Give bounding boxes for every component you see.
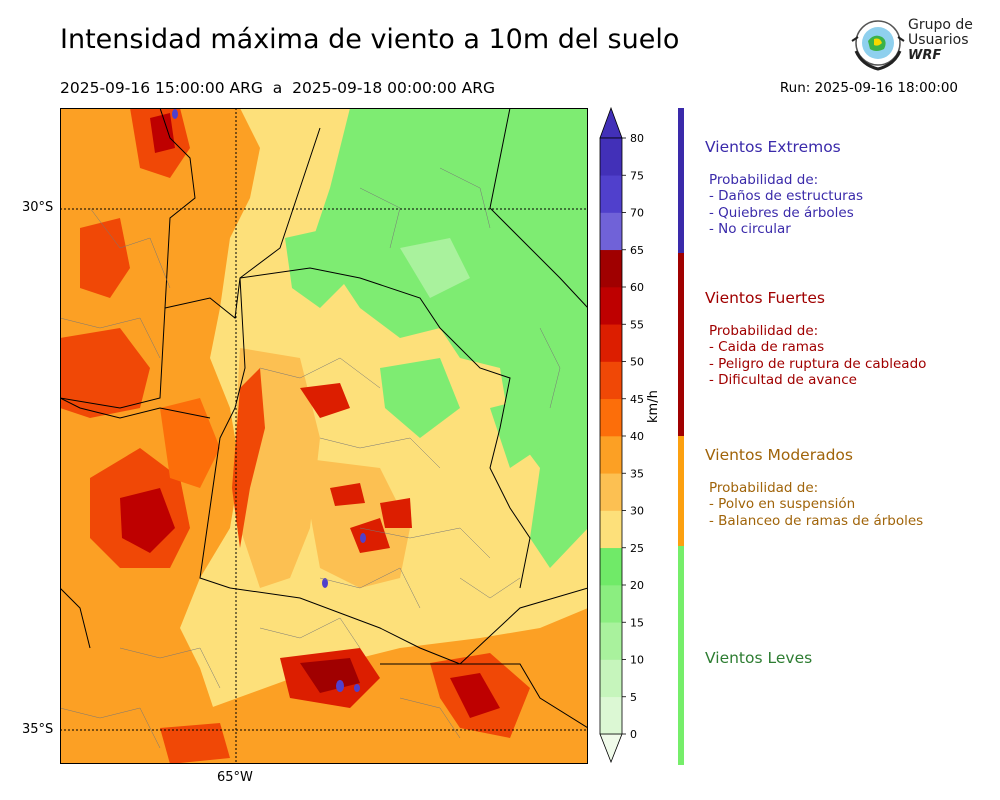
colorbar-segment — [600, 212, 622, 251]
strong-wind-cell-4 — [380, 498, 412, 528]
colorbar-segment — [600, 585, 622, 623]
colorbar: 0 5 10 15 20 25 30 35 40 45 50 55 60 65 70 75 80 — [599, 106, 644, 764]
colorbar-tick-label: 20 — [630, 579, 644, 592]
moderate-wind-band-east — [300, 458, 410, 588]
strong-wind-cell-2 — [330, 483, 365, 506]
extreme-wind-spot-5 — [354, 684, 360, 692]
category-line: - Peligro de ruptura de cableado — [709, 355, 927, 372]
extreme-wind-spot-1 — [172, 109, 178, 119]
colorbar-segment — [600, 287, 622, 325]
colorbar-segment — [600, 398, 622, 437]
colorbar-tick-label: 65 — [630, 244, 644, 257]
category-line: Probabilidad de: — [709, 323, 819, 339]
colorbar-segment — [600, 138, 622, 176]
category-desc-strong: Probabilidad de: - Caida de ramas - Peli… — [709, 323, 926, 388]
colorbar-tick-label: 60 — [630, 281, 644, 294]
category-line: - Daños de estructuras — [709, 188, 864, 205]
colorbar-segment — [600, 436, 622, 474]
colorbar-tick-label: 45 — [630, 393, 644, 406]
category-title-light: Vientos Leves — [705, 649, 813, 667]
category-line: - Quiebres de árboles — [709, 204, 854, 221]
colorbar-tick-label: 50 — [630, 356, 644, 369]
category-line: - Dificultad de avance — [709, 371, 857, 388]
colorbar-segment — [600, 547, 622, 586]
colorbar-tick-label: 25 — [630, 542, 644, 555]
category-line: Probabilidad de: — [709, 172, 819, 188]
colorbar-tick-label: 30 — [630, 505, 644, 518]
category-line: - Polvo en suspensión — [709, 496, 856, 513]
colorbar-segment — [600, 622, 622, 660]
logo-line-2: Usuarios — [908, 32, 969, 48]
colorbar-tick-label: 70 — [630, 207, 644, 220]
colorbar-tick-label: 55 — [630, 318, 644, 331]
department-borders — [60, 167, 561, 749]
map-title: Intensidad máxima de viento a 10m del su… — [60, 24, 680, 55]
legend-bar-strong — [678, 253, 684, 436]
lat-label-30s: 30°S — [22, 200, 54, 215]
colorbar-segment — [600, 510, 622, 549]
colorbar-tick-label: 10 — [630, 654, 644, 667]
strong-wind-area-nw — [80, 218, 130, 298]
strong-wind-band-center — [232, 368, 265, 548]
category-line: - Balanceo de ramas de árboles — [709, 512, 924, 529]
colorbar-segment — [600, 249, 622, 288]
strong-wind-se-core — [450, 673, 500, 718]
lon-label-65w: 65°W — [217, 770, 253, 785]
province-borders — [60, 108, 588, 729]
graticule — [60, 108, 588, 764]
grupo-usuarios-wrf-logo — [851, 20, 905, 71]
legend-bar-moderate — [678, 436, 684, 546]
colorbar-segment — [600, 175, 622, 213]
colorbar-tick-label: 40 — [630, 430, 644, 443]
legend-bar-extreme — [678, 108, 684, 253]
colorbar-tick-label: 5 — [630, 691, 637, 704]
strong-wind-far-south — [160, 723, 230, 764]
strong-wind-core-west — [120, 488, 175, 553]
legend-bar-light — [678, 546, 684, 765]
weak-wind-area-ne — [310, 108, 588, 568]
extreme-wind-spot-2 — [360, 533, 366, 543]
model-run-time: Run: 2025-09-16 18:00:00 — [779, 80, 958, 96]
colorbar-tick-label: 35 — [630, 467, 644, 480]
category-title-moderate: Vientos Moderados — [705, 446, 853, 464]
colorbar-tick-label: 75 — [630, 169, 644, 182]
logo-line-1: Grupo de — [908, 17, 973, 33]
colorbar-segment — [600, 696, 622, 735]
colorbar-extend-min — [599, 733, 623, 764]
weak-wind-patch-4 — [400, 238, 470, 298]
colorbar-segment — [600, 324, 622, 362]
logo-text: Grupo de Usuarios WRF — [908, 17, 973, 64]
logo-line-3: WRF — [908, 48, 942, 63]
category-line: - Caida de ramas — [709, 339, 825, 356]
strong-wind-cell-1 — [300, 383, 350, 418]
strong-wind-core-north — [150, 113, 175, 153]
strong-wind-area-sw — [160, 398, 220, 488]
colorbar-tick-label: 80 — [630, 132, 644, 145]
colorbar-tick-label: 15 — [630, 616, 644, 629]
strong-wind-area-west — [60, 328, 150, 418]
category-title-strong: Vientos Fuertes — [705, 289, 825, 307]
strong-wind-south-core — [300, 658, 360, 693]
extreme-wind-spot-4 — [336, 680, 344, 692]
weak-wind-patch-1 — [285, 228, 350, 308]
extreme-wind-spot-3 — [322, 578, 328, 588]
category-desc-extreme: Probabilidad de: - Daños de estructuras … — [709, 172, 863, 237]
colorbar-segment — [600, 361, 622, 400]
wind-intensity-map — [60, 108, 588, 764]
colorbar-segment — [600, 659, 622, 698]
category-title-extreme: Vientos Extremos — [705, 138, 841, 156]
weak-wind-patch-2 — [380, 358, 460, 438]
forecast-period: 2025-09-16 15:00:00 ARG a 2025-09-18 00:… — [60, 79, 496, 97]
strong-wind-cell-3 — [350, 518, 390, 553]
colorbar-units: km/h — [646, 390, 661, 423]
lat-label-35s: 35°S — [22, 722, 54, 737]
colorbar-extend-max — [599, 106, 623, 139]
category-desc-moderate: Probabilidad de: - Polvo en suspensión -… — [709, 480, 923, 529]
category-line: Probabilidad de: — [709, 480, 819, 496]
colorbar-segment — [600, 473, 622, 511]
category-line: - No circular — [709, 220, 791, 237]
colorbar-tick-label: 0 — [630, 728, 637, 741]
